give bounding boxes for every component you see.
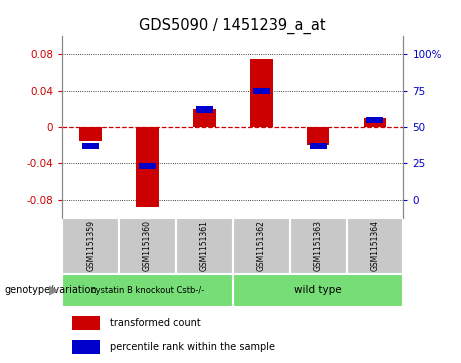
Bar — [72, 316, 100, 330]
Bar — [310, 143, 326, 149]
Bar — [233, 274, 403, 307]
Text: GSM1151361: GSM1151361 — [200, 220, 209, 272]
Text: GSM1151363: GSM1151363 — [313, 220, 323, 272]
Text: ▶: ▶ — [49, 284, 59, 297]
Bar — [72, 340, 100, 354]
Text: wild type: wild type — [294, 285, 342, 295]
Text: cystatin B knockout Cstb-/-: cystatin B knockout Cstb-/- — [91, 286, 204, 295]
Text: GSM1151359: GSM1151359 — [86, 220, 95, 272]
Bar — [253, 87, 270, 94]
Bar — [196, 106, 213, 113]
Bar — [233, 218, 290, 274]
Bar — [139, 163, 156, 170]
Bar — [82, 143, 99, 149]
Bar — [250, 59, 272, 127]
Title: GDS5090 / 1451239_a_at: GDS5090 / 1451239_a_at — [140, 17, 326, 33]
Bar — [176, 218, 233, 274]
Text: genotype/variation: genotype/variation — [5, 285, 97, 295]
Bar — [119, 218, 176, 274]
Text: GSM1151364: GSM1151364 — [371, 220, 379, 272]
Bar — [364, 118, 386, 127]
Bar — [193, 109, 216, 127]
Text: transformed count: transformed count — [110, 318, 201, 328]
Bar — [62, 218, 119, 274]
Bar — [62, 274, 233, 307]
Text: GSM1151360: GSM1151360 — [143, 220, 152, 272]
Bar — [307, 127, 330, 145]
Bar — [79, 127, 102, 141]
Text: GSM1151362: GSM1151362 — [257, 220, 266, 272]
Text: percentile rank within the sample: percentile rank within the sample — [110, 342, 275, 352]
Bar — [347, 218, 403, 274]
Bar — [290, 218, 347, 274]
Bar — [136, 127, 159, 207]
Bar — [366, 117, 384, 123]
